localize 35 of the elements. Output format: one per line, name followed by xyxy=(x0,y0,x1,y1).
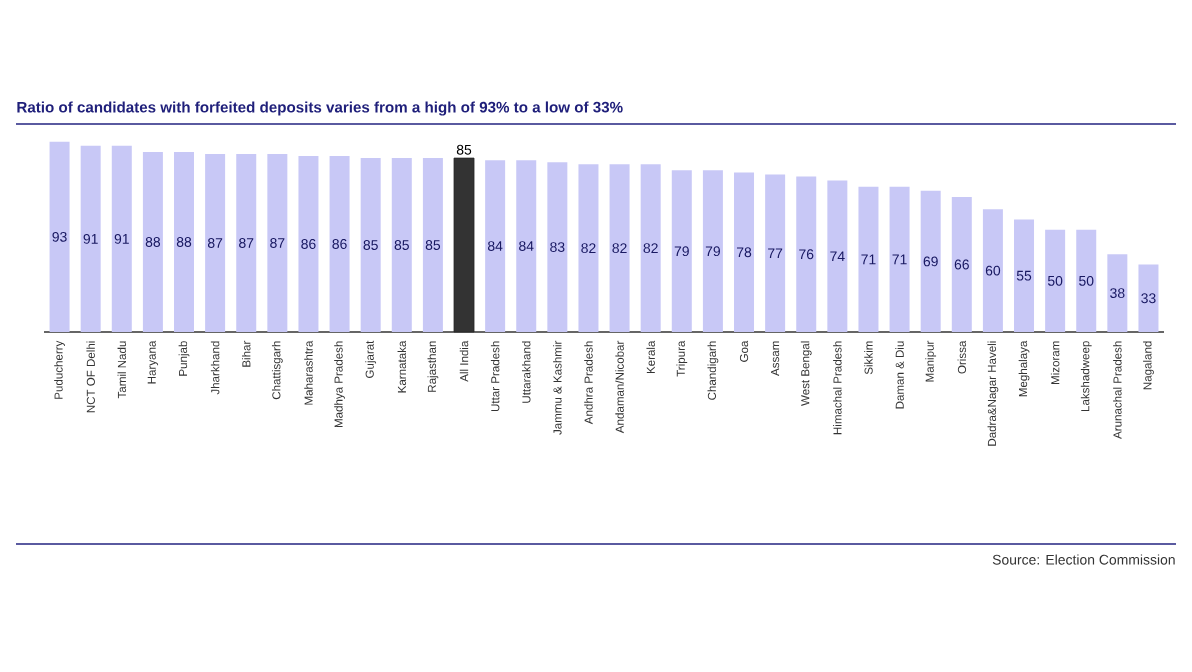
bar xyxy=(1014,219,1035,333)
bar xyxy=(578,164,599,333)
bar xyxy=(547,162,568,333)
bar xyxy=(702,170,723,333)
bar xyxy=(765,174,786,333)
bar xyxy=(858,186,879,333)
bar xyxy=(267,153,288,333)
bar xyxy=(1045,229,1066,333)
bar xyxy=(205,153,226,333)
bar xyxy=(671,170,692,333)
bar xyxy=(640,164,661,333)
bar xyxy=(174,151,195,333)
bar xyxy=(827,180,848,333)
bar xyxy=(298,156,319,333)
bar xyxy=(236,153,257,333)
bar xyxy=(982,209,1003,333)
bar xyxy=(391,158,412,333)
bar xyxy=(796,176,817,333)
bar xyxy=(889,186,910,333)
bar xyxy=(516,160,537,333)
bar xyxy=(360,158,381,333)
bar xyxy=(1076,229,1097,333)
bar xyxy=(111,145,132,333)
bar xyxy=(1107,254,1128,333)
bar xyxy=(142,151,163,333)
bar xyxy=(49,141,70,333)
bar xyxy=(80,145,101,333)
bar xyxy=(920,190,941,333)
bar xyxy=(951,196,972,333)
bar xyxy=(485,160,506,333)
bar xyxy=(329,156,350,333)
bar xyxy=(422,158,443,333)
bar xyxy=(1138,264,1159,333)
bar xyxy=(609,164,630,333)
bar xyxy=(734,172,755,333)
